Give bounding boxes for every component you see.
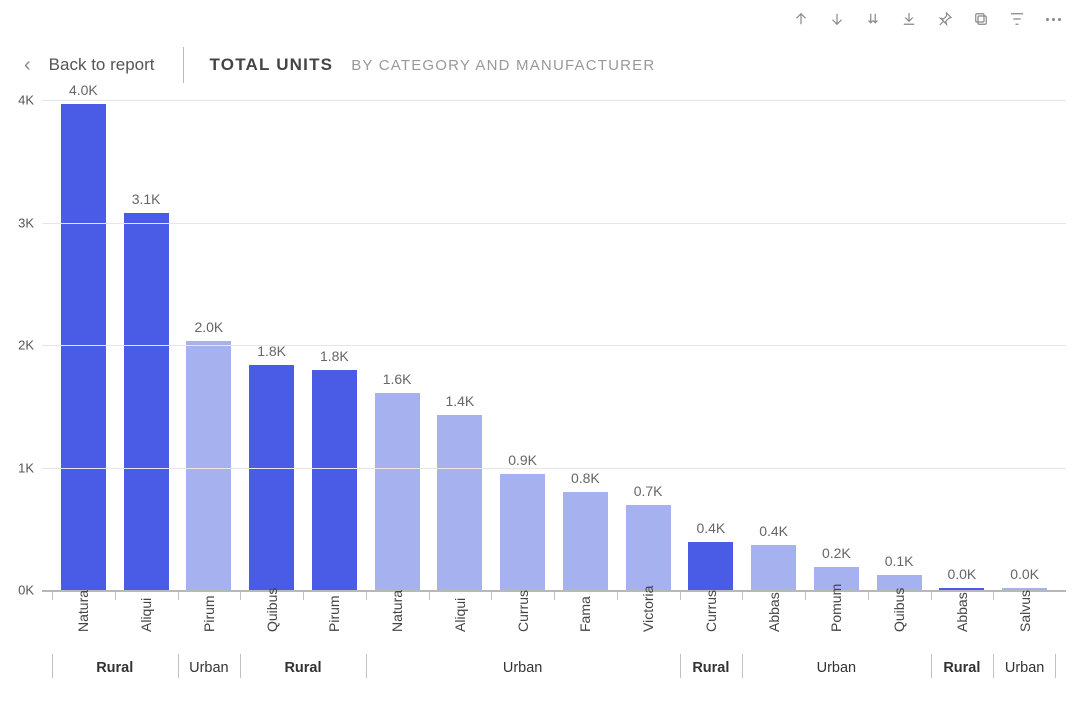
copy-icon[interactable]	[972, 10, 990, 28]
bar[interactable]	[688, 542, 733, 590]
bar-value-label: 1.8K	[320, 348, 349, 364]
bar-value-label: 1.6K	[383, 371, 412, 387]
y-axis: 0K1K2K3K4K	[0, 100, 40, 590]
bar-value-label: 0.0K	[947, 566, 976, 582]
bar-value-label: 3.1K	[132, 191, 161, 207]
x-tick-label: Abbas	[766, 592, 782, 632]
bar-value-label: 1.4K	[445, 393, 474, 409]
category-group-label: Urban	[993, 660, 1056, 676]
x-tick-label: Salvus	[1017, 590, 1033, 632]
x-tick-label: Pirum	[326, 595, 342, 632]
title-main: TOTAL UNITS	[210, 55, 334, 75]
bar[interactable]	[563, 492, 608, 590]
y-tick-label: 2K	[18, 338, 34, 353]
category-group-label: Rural	[52, 660, 178, 676]
category-groups: RuralUrbanRuralUrbanRuralUrbanRuralUrban	[52, 660, 1056, 688]
bar-value-label: 0.4K	[696, 520, 725, 536]
category-group-label: Urban	[366, 660, 680, 676]
x-tick-label: Pirum	[201, 595, 217, 632]
bar-value-label: 2.0K	[194, 319, 223, 335]
bar[interactable]	[500, 474, 545, 590]
bar-value-label: 0.2K	[822, 545, 851, 561]
chart-title: TOTAL UNITS BY CATEGORY AND MANUFACTURER	[184, 55, 656, 75]
y-tick-label: 3K	[18, 215, 34, 230]
bar-chart: 0K1K2K3K4K 4.0K3.1K2.0K1.8K1.8K1.6K1.4K0…	[0, 100, 1080, 700]
back-to-report-button[interactable]: ‹ Back to report	[24, 47, 184, 83]
bar[interactable]	[375, 393, 420, 590]
visual-toolbar	[792, 10, 1062, 28]
x-tick-label: Abbas	[954, 592, 970, 632]
bar-value-label: 0.0K	[1010, 566, 1039, 582]
y-tick-label: 0K	[18, 583, 34, 598]
category-group-label: Rural	[931, 660, 994, 676]
bar[interactable]	[312, 370, 357, 591]
bar-value-label: 0.9K	[508, 452, 537, 468]
bar-value-label: 0.4K	[759, 523, 788, 539]
pin-icon[interactable]	[936, 10, 954, 28]
plot-area: 4.0K3.1K2.0K1.8K1.8K1.6K1.4K0.9K0.8K0.7K…	[42, 100, 1066, 590]
category-group-label: Urban	[742, 660, 930, 676]
title-sub: BY CATEGORY AND MANUFACTURER	[351, 57, 655, 74]
gridline	[42, 345, 1066, 346]
bar-value-label: 0.8K	[571, 470, 600, 486]
y-tick-label: 1K	[18, 460, 34, 475]
bar-value-label: 4.0K	[69, 82, 98, 98]
bar[interactable]	[437, 415, 482, 590]
bar[interactable]	[751, 545, 796, 590]
back-label: Back to report	[49, 55, 155, 75]
bar[interactable]	[61, 104, 106, 590]
category-group-label: Rural	[680, 660, 743, 676]
arrow-up-icon[interactable]	[792, 10, 810, 28]
x-tick-label: Aliqui	[452, 598, 468, 632]
filter-icon[interactable]	[1008, 10, 1026, 28]
header-bar: ‹ Back to report TOTAL UNITS BY CATEGORY…	[24, 40, 1060, 90]
x-tick-label: Victoria	[640, 586, 656, 632]
x-tick-label: Currus	[703, 590, 719, 632]
more-options-icon[interactable]	[1044, 10, 1062, 28]
gridline	[42, 100, 1066, 101]
bar[interactable]	[626, 505, 671, 590]
bar[interactable]	[249, 365, 294, 590]
x-tick-label: Quibus	[891, 588, 907, 632]
x-tick-label: Aliqui	[138, 598, 154, 632]
y-tick-label: 4K	[18, 93, 34, 108]
bar[interactable]	[124, 213, 169, 590]
category-group-label: Rural	[240, 660, 366, 676]
x-tick-label: Natura	[389, 590, 405, 632]
bar[interactable]	[186, 341, 231, 590]
gridline	[42, 468, 1066, 469]
bar-value-label: 0.1K	[885, 553, 914, 569]
drill-down-icon[interactable]	[864, 10, 882, 28]
chevron-left-icon: ‹	[24, 54, 31, 77]
arrow-down-icon[interactable]	[828, 10, 846, 28]
bar-value-label: 0.7K	[634, 483, 663, 499]
category-group-label: Urban	[178, 660, 241, 676]
expand-hierarchy-icon[interactable]	[900, 10, 918, 28]
x-tick-label: Pomum	[828, 584, 844, 632]
x-tick-label: Quibus	[264, 588, 280, 632]
x-tick-label: Fama	[577, 596, 593, 632]
x-tick-label: Natura	[75, 590, 91, 632]
gridline	[42, 223, 1066, 224]
x-tick-label: Currus	[515, 590, 531, 632]
